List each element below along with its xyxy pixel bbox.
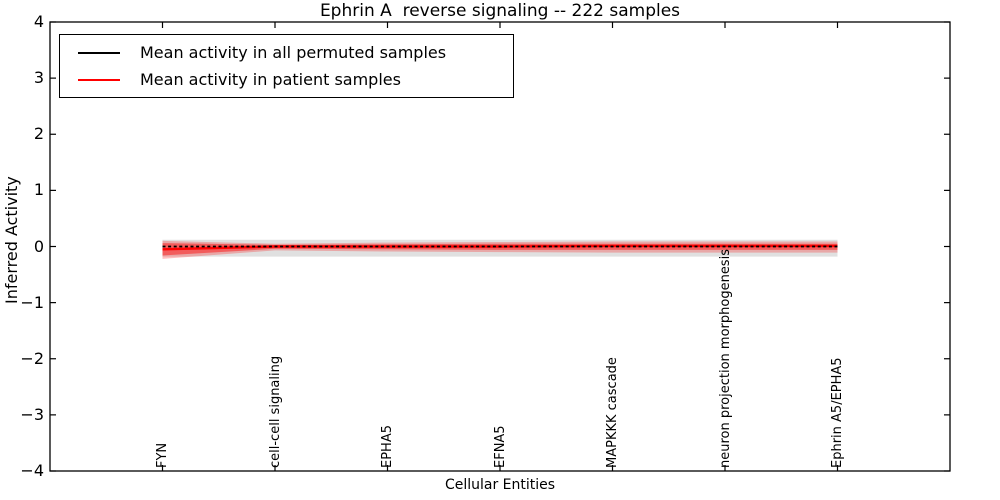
x-category-label: EPHA5 <box>380 425 395 468</box>
legend-entry-permuted: Mean activity in all permuted samples <box>78 43 513 62</box>
legend-label-permuted: Mean activity in all permuted samples <box>140 43 447 62</box>
x-category-label: FYN <box>155 442 170 468</box>
y-tick-label: −3 <box>20 404 44 424</box>
x-category-label: EFNA5 <box>492 425 508 468</box>
legend: Mean activity in all permuted samples Me… <box>59 34 514 98</box>
y-tick-label: 0 <box>33 236 44 256</box>
x-category-label: neuron projection morphogenesis <box>717 249 733 468</box>
y-tick-label: 2 <box>33 124 44 144</box>
band-permuted-range <box>162 239 838 257</box>
y-tick-label: 4 <box>33 12 44 31</box>
chart-title: Ephrin A reverse signaling -- 222 sample… <box>319 1 681 21</box>
x-category-label: cell-cell signaling <box>267 355 283 468</box>
legend-entry-patient: Mean activity in patient samples <box>78 70 513 89</box>
y-tick-label: 3 <box>33 68 44 88</box>
x-axis-label: Cellular Entities <box>444 477 556 493</box>
x-category-label: Ephrin A5/EPHA5 <box>830 357 845 468</box>
legend-line-sample-patient <box>78 78 120 81</box>
legend-line-sample-permuted <box>78 51 120 54</box>
y-axis-label: Inferred Activity <box>2 176 21 304</box>
y-tick-label: 1 <box>33 180 44 200</box>
y-tick-label: −1 <box>20 292 44 312</box>
x-category-label: MAPKKK cascade <box>605 357 620 468</box>
legend-label-patient: Mean activity in patient samples <box>140 70 401 89</box>
y-tick-label: −2 <box>20 348 44 368</box>
y-tick-label: −4 <box>20 461 44 480</box>
